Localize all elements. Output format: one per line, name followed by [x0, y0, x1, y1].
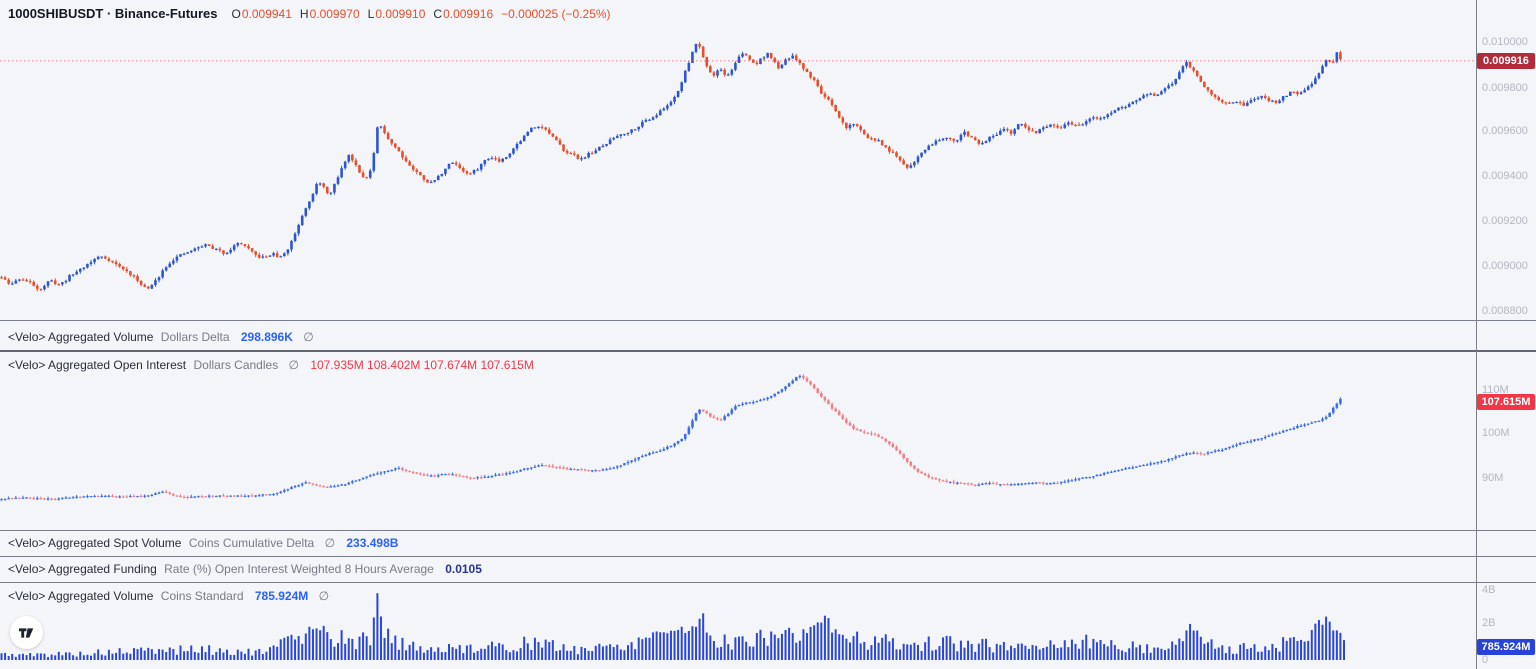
indicator-title[interactable]: <Velo> Aggregated Volume [8, 589, 154, 603]
ohlc-high-value: 0.009970 [309, 7, 360, 21]
indicator-value: 233.498B [346, 536, 399, 550]
indicator-legend-volume-coins[interactable]: <Velo> Aggregated Volume Coins Standard … [8, 588, 329, 604]
open-interest-candles-canvas[interactable] [0, 352, 1476, 530]
empty-set-icon: ∅ [318, 589, 330, 603]
volume-bars-canvas[interactable] [0, 583, 1476, 669]
oi-axis-tick: 90M [1482, 472, 1504, 484]
ohlc-open-value: 0.009941 [241, 7, 292, 21]
ohlc-close-value: 0.009916 [443, 7, 494, 21]
price-axis-tick: 0.009000 [1482, 260, 1528, 272]
indicator-title[interactable]: <Velo> Aggregated Funding [8, 562, 157, 576]
ohlc-high-label: H [299, 7, 309, 21]
indicator-title[interactable]: <Velo> Aggregated Spot Volume [8, 536, 182, 550]
pane-separator[interactable] [0, 556, 1536, 557]
pane-separator[interactable] [0, 350, 1536, 352]
indicator-ohlc-values: 107.935M 108.402M 107.674M 107.615M [310, 358, 534, 372]
change-value: −0.000025 (−0.25%) [501, 7, 611, 21]
indicator-title[interactable]: <Velo> Aggregated Volume [8, 330, 154, 344]
ohlc-low-label: L [367, 7, 375, 21]
tradingview-logo-button[interactable] [10, 616, 43, 649]
empty-set-icon: ∅ [303, 330, 314, 344]
tradingview-logo-icon [18, 627, 33, 638]
ohlc-low-value: 0.009910 [375, 7, 426, 21]
indicator-subtitle: Rate (%) Open Interest Weighted 8 Hours … [164, 562, 434, 576]
indicator-legend-funding-rate[interactable]: <Velo> Aggregated Funding Rate (%) Open … [8, 561, 482, 577]
empty-set-icon: ∅ [288, 358, 299, 372]
price-axis-tick: 0.008800 [1482, 305, 1528, 317]
indicator-subtitle: Dollars Delta [160, 330, 230, 344]
volume-axis-tick: 2B [1482, 617, 1496, 629]
volume-axis-tick: 4B [1482, 584, 1496, 596]
pane-separator[interactable] [0, 582, 1536, 583]
oi-axis-tick: 100M [1482, 427, 1510, 439]
price-axis-tick: 0.009400 [1482, 170, 1528, 182]
indicator-value: 0.0105 [445, 562, 482, 576]
price-axis-tick: 0.009600 [1482, 125, 1528, 137]
volume-last-value-badge: 785.924M [1477, 639, 1535, 655]
price-axis-tick: 0.010000 [1482, 36, 1528, 48]
oi-axis-tick: 110M [1482, 384, 1509, 396]
price-axis-tick: 0.009200 [1482, 215, 1528, 227]
symbol-legend[interactable]: 1000SHIBUSDT · Binance-Futures O0.009941 H… [8, 6, 611, 22]
price-candles-canvas[interactable] [0, 0, 1476, 320]
empty-set-icon: ∅ [324, 536, 336, 550]
indicator-legend-spot-volume-delta[interactable]: <Velo> Aggregated Spot Volume Coins Cumu… [8, 535, 398, 551]
price-axis-border [1476, 0, 1477, 669]
pane-separator[interactable] [0, 320, 1536, 321]
last-price-badge: 0.009916 [1477, 53, 1535, 69]
indicator-legend-volume-dollars-delta[interactable]: <Velo> Aggregated Volume Dollars Delta 2… [8, 329, 314, 345]
ohlc-open-label: O [231, 7, 241, 21]
indicator-subtitle: Coins Cumulative Delta [188, 536, 315, 550]
indicator-value: 298.896K [240, 330, 293, 344]
indicator-legend-open-interest[interactable]: <Velo> Aggregated Open Interest Dollars … [8, 357, 534, 373]
volume-axis-tick: 0 [1482, 654, 1489, 666]
price-axis-tick: 0.009800 [1482, 82, 1528, 94]
indicator-title[interactable]: <Velo> Aggregated Open Interest [8, 358, 187, 372]
pane-separator[interactable] [0, 530, 1536, 531]
ohlc-close-label: C [433, 7, 443, 21]
indicator-value: 785.924M [254, 589, 309, 603]
oi-last-value-badge: 107.615M [1477, 394, 1535, 410]
indicator-subtitle: Coins Standard [160, 589, 244, 603]
indicator-subtitle: Dollars Candles [193, 358, 279, 372]
symbol-title[interactable]: 1000SHIBUSDT · Binance-Futures [8, 6, 218, 21]
